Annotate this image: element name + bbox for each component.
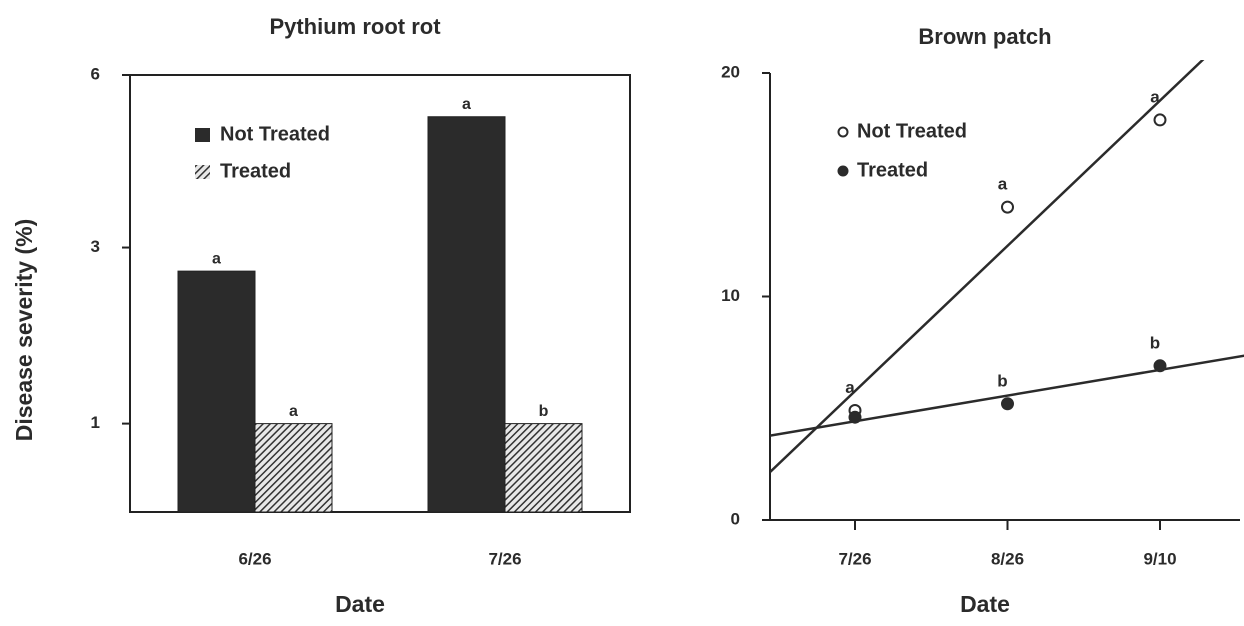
y-axis-label: Disease severity (%)	[11, 219, 37, 441]
legend-label: Treated	[220, 160, 291, 182]
significance-letter: a	[212, 250, 221, 267]
data-point	[1001, 397, 1014, 411]
significance-letter: b	[539, 403, 549, 420]
significance-letter: a	[998, 175, 1008, 194]
legend-swatch	[195, 165, 210, 179]
y-tick-label: 0	[731, 509, 740, 528]
x-tick-label: 7/26	[488, 549, 521, 568]
legend-label: Not Treated	[220, 123, 330, 145]
y-tick-label: 1	[91, 413, 100, 432]
significance-letter: b	[997, 371, 1007, 390]
significance-letter: a	[1150, 87, 1160, 106]
legend-marker	[837, 165, 849, 177]
trendline	[770, 354, 1244, 437]
chart-title: Pythium root rot	[269, 14, 441, 39]
significance-letter: a	[462, 96, 471, 113]
x-tick-label: 9/10	[1143, 549, 1176, 568]
significance-letter: b	[1150, 333, 1160, 352]
significance-letter: a	[845, 378, 855, 397]
x-tick-label: 8/26	[991, 549, 1024, 568]
y-tick-label: 3	[91, 237, 100, 256]
chart-title: Brown patch	[918, 24, 1051, 49]
significance-letter: a	[289, 403, 298, 420]
y-tick-label: 10	[721, 286, 740, 305]
trendline	[770, 60, 1205, 473]
data-point	[1153, 113, 1167, 127]
legend-swatch	[195, 128, 210, 142]
x-axis-label: Date	[960, 591, 1010, 617]
x-tick-label: 7/26	[838, 549, 871, 568]
legend-label: Treated	[857, 159, 928, 181]
x-axis-label: Date	[335, 591, 385, 617]
data-point	[848, 410, 862, 424]
data-point	[1001, 200, 1014, 214]
y-tick-label: 20	[721, 62, 740, 81]
plot-frame	[129, 74, 631, 513]
bar	[504, 423, 583, 513]
y-tick-label: 6	[91, 64, 100, 83]
trendlines	[770, 60, 1244, 473]
data-point	[1153, 359, 1167, 373]
legend-marker	[837, 126, 849, 138]
bar	[427, 116, 506, 513]
bar	[254, 423, 333, 513]
x-tick-label: 6/26	[238, 549, 271, 568]
bar	[177, 270, 256, 513]
legend-label: Not Treated	[857, 120, 967, 142]
